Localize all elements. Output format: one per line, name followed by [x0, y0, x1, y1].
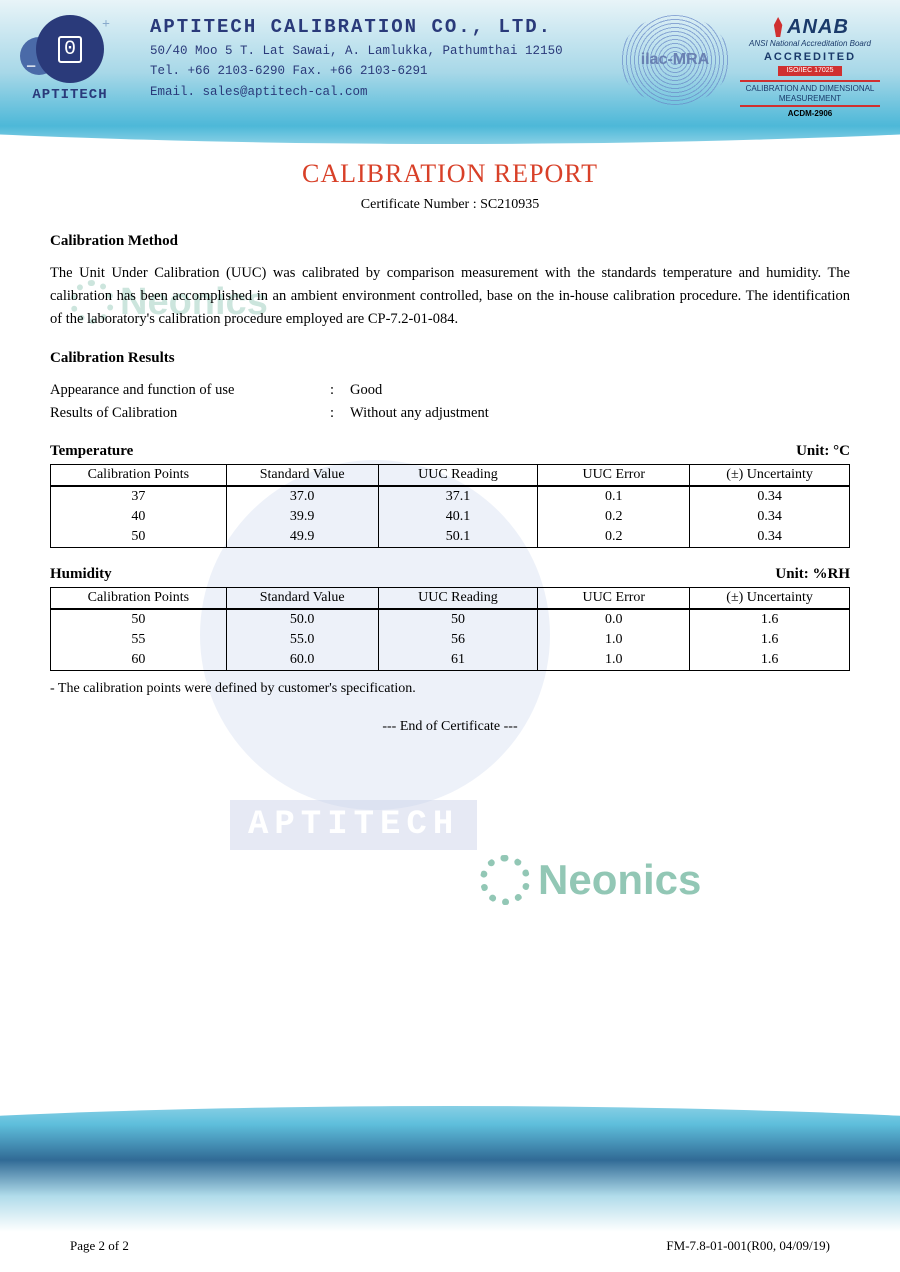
table-cell: 0.0 [538, 609, 690, 630]
table-cell: 0.1 [538, 486, 690, 507]
neonics-watermark-bottom: Neonics [480, 855, 701, 905]
table-row: 5050.0500.01.6 [51, 609, 850, 630]
footer-background-wave [0, 1052, 900, 1232]
table-cell: 37.0 [226, 486, 378, 507]
table-cell: 50 [378, 609, 538, 630]
table-cell: 0.2 [538, 527, 690, 548]
table-cell: 40.1 [378, 507, 538, 527]
company-telfax: Tel. +66 2103-6290 Fax. +66 2103-6291 [150, 62, 620, 81]
table-cell: 56 [378, 630, 538, 650]
table-header: Standard Value [226, 587, 378, 609]
table-cell: 49.9 [226, 527, 378, 548]
humidity-label: HumidityUnit: %RH [50, 566, 850, 583]
table-header: Calibration Points [51, 464, 227, 486]
table-cell: 1.0 [538, 650, 690, 671]
table-row: 3737.037.10.10.34 [51, 486, 850, 507]
table-header: UUC Error [538, 587, 690, 609]
table-cell: 1.0 [538, 630, 690, 650]
table-header: Standard Value [226, 464, 378, 486]
table-cell: 37.1 [378, 486, 538, 507]
table-cell: 1.6 [690, 609, 850, 630]
results-heading: Calibration Results [50, 350, 850, 367]
table-cell: 50.1 [378, 527, 538, 548]
aptitech-watermark: APTITECH [230, 800, 477, 850]
table-cell: 40 [51, 507, 227, 527]
method-text: The Unit Under Calibration (UUC) was cal… [50, 262, 850, 332]
table-cell: 39.9 [226, 507, 378, 527]
table-cell: 61 [378, 650, 538, 671]
table-cell: 1.6 [690, 630, 850, 650]
table-cell: 55 [51, 630, 227, 650]
table-row: 5555.0561.01.6 [51, 630, 850, 650]
table-row: 4039.940.10.20.34 [51, 507, 850, 527]
table-header: UUC Error [538, 464, 690, 486]
page-number: Page 2 of 2 [70, 1238, 129, 1254]
form-number: FM-7.8-01-001(R00, 04/09/19) [666, 1238, 830, 1254]
end-of-certificate: --- End of Certificate --- [50, 719, 850, 735]
table-row: 6060.0611.01.6 [51, 650, 850, 671]
table-cell: 60 [51, 650, 227, 671]
table-cell: 0.34 [690, 486, 850, 507]
report-title: CALIBRATION REPORT [50, 159, 850, 189]
table-header: UUC Reading [378, 464, 538, 486]
logo-caption: APTITECH [15, 87, 125, 103]
company-email: Email. sales@aptitech-cal.com [150, 83, 620, 102]
temperature-table: Calibration PointsStandard ValueUUC Read… [50, 464, 850, 548]
table-header: (±) Uncertainty [690, 464, 850, 486]
gear-icon [480, 855, 530, 905]
table-header: Calibration Points [51, 587, 227, 609]
accreditation-block: ilac-MRA ANAB ANSI National Accreditatio… [620, 15, 880, 119]
company-logo: 0 +− APTITECH [15, 15, 125, 119]
flame-icon [771, 17, 785, 37]
footnote: - The calibration points were defined by… [50, 681, 850, 697]
table-cell: 0.34 [690, 507, 850, 527]
table-cell: 50 [51, 527, 227, 548]
table-cell: 37 [51, 486, 227, 507]
table-row: 5049.950.10.20.34 [51, 527, 850, 548]
table-header: UUC Reading [378, 587, 538, 609]
document-footer: Page 2 of 2 FM-7.8-01-001(R00, 04/09/19) [0, 1238, 900, 1254]
table-cell: 60.0 [226, 650, 378, 671]
company-name: APTITECH CALIBRATION CO., LTD. [150, 15, 620, 40]
table-cell: 1.6 [690, 650, 850, 671]
temperature-label: TemperatureUnit: °C [50, 443, 850, 460]
table-cell: 50.0 [226, 609, 378, 630]
document-body: CALIBRATION REPORT Certificate Number : … [0, 159, 900, 735]
company-info-block: APTITECH CALIBRATION CO., LTD. 50/40 Moo… [125, 15, 620, 119]
company-address: 50/40 Moo 5 T. Lat Sawai, A. Lamlukka, P… [150, 42, 620, 61]
table-cell: 0.34 [690, 527, 850, 548]
results-of-cal-row: Results of Calibration: Without any adju… [50, 402, 850, 425]
method-heading: Calibration Method [50, 233, 850, 250]
appearance-row: Appearance and function of use: Good [50, 379, 850, 402]
certificate-number: Certificate Number : SC210935 [50, 197, 850, 213]
humidity-table: Calibration PointsStandard ValueUUC Read… [50, 587, 850, 671]
table-cell: 0.2 [538, 507, 690, 527]
table-header: (±) Uncertainty [690, 587, 850, 609]
table-cell: 55.0 [226, 630, 378, 650]
document-header: 0 +− APTITECH APTITECH CALIBRATION CO., … [0, 0, 900, 149]
ilac-stamp: ilac-MRA [620, 15, 730, 105]
table-cell: 50 [51, 609, 227, 630]
anab-badge: ANAB ANSI National Accreditation Board A… [740, 15, 880, 119]
